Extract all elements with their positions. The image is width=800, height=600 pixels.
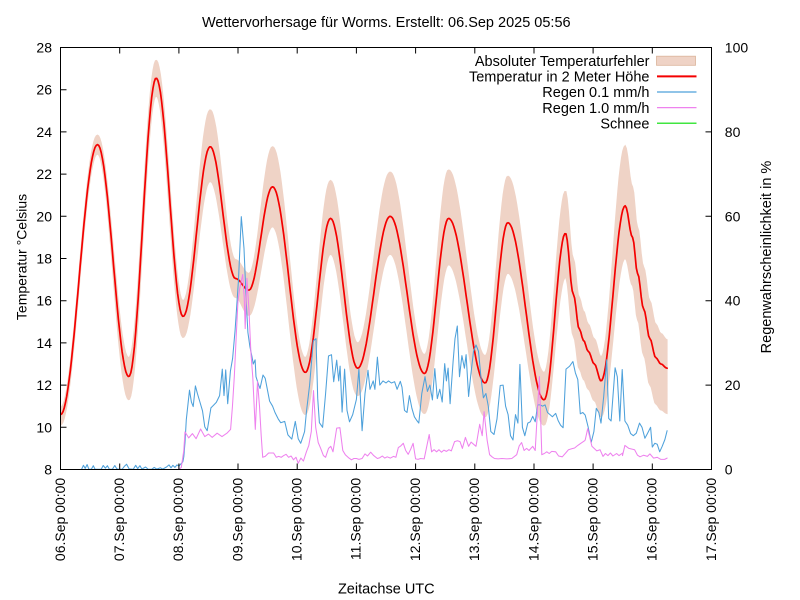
- svg-text:Schnee: Schnee: [600, 116, 649, 132]
- svg-text:Regenwahrscheinlichkeit in %: Regenwahrscheinlichkeit in %: [759, 161, 775, 354]
- svg-text:24: 24: [36, 124, 52, 140]
- svg-text:Regen 0.1 mm/h: Regen 0.1 mm/h: [542, 85, 649, 101]
- svg-text:0: 0: [725, 462, 733, 478]
- svg-text:18: 18: [36, 251, 52, 267]
- svg-text:17.Sep 00:00: 17.Sep 00:00: [703, 478, 719, 562]
- svg-text:16.Sep 00:00: 16.Sep 00:00: [644, 478, 660, 562]
- svg-text:Absoluter Temperaturfehler: Absoluter Temperaturfehler: [475, 54, 650, 70]
- svg-text:08.Sep 00:00: 08.Sep 00:00: [170, 478, 186, 562]
- svg-text:14: 14: [36, 335, 52, 351]
- svg-text:10.Sep 00:00: 10.Sep 00:00: [289, 478, 305, 562]
- svg-text:40: 40: [725, 293, 741, 309]
- svg-text:12.Sep 00:00: 12.Sep 00:00: [407, 478, 423, 562]
- svg-text:8: 8: [44, 462, 52, 478]
- svg-text:06.Sep 00:00: 06.Sep 00:00: [52, 478, 68, 562]
- svg-text:80: 80: [725, 124, 741, 140]
- svg-text:20: 20: [36, 208, 52, 224]
- svg-text:13.Sep 00:00: 13.Sep 00:00: [466, 478, 482, 562]
- svg-text:22: 22: [36, 166, 52, 182]
- svg-text:07.Sep 00:00: 07.Sep 00:00: [111, 478, 127, 562]
- svg-text:100: 100: [725, 40, 749, 56]
- svg-text:28: 28: [36, 40, 52, 56]
- svg-text:Wettervorhersage für Worms. Er: Wettervorhersage für Worms. Erstellt: 06…: [202, 15, 571, 31]
- svg-text:15.Sep 00:00: 15.Sep 00:00: [584, 478, 600, 562]
- svg-text:Regen 1.0 mm/h: Regen 1.0 mm/h: [542, 101, 649, 117]
- svg-text:Zeitachse UTC: Zeitachse UTC: [338, 582, 435, 598]
- svg-text:26: 26: [36, 82, 52, 98]
- svg-text:11.Sep 00:00: 11.Sep 00:00: [348, 478, 364, 560]
- svg-text:14.Sep 00:00: 14.Sep 00:00: [525, 478, 541, 562]
- svg-text:Temperatur °Celsius: Temperatur °Celsius: [14, 194, 30, 320]
- svg-text:20: 20: [725, 377, 741, 393]
- svg-text:12: 12: [36, 377, 52, 393]
- svg-text:09.Sep 00:00: 09.Sep 00:00: [229, 478, 245, 562]
- svg-text:60: 60: [725, 208, 741, 224]
- svg-text:16: 16: [36, 293, 52, 309]
- svg-text:Temperatur in 2 Meter Höhe: Temperatur in 2 Meter Höhe: [469, 70, 650, 86]
- svg-text:10: 10: [36, 419, 52, 435]
